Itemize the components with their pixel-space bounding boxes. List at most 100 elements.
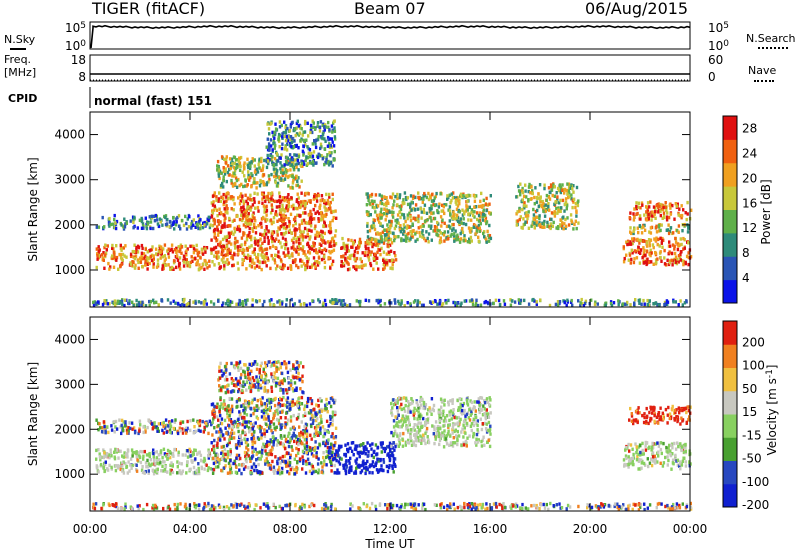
power-cell — [257, 239, 260, 243]
velocity-cell — [176, 506, 179, 510]
velocity-cell — [138, 419, 142, 423]
power-cell — [211, 203, 215, 207]
power-cell — [209, 223, 212, 227]
power-cell — [330, 237, 334, 241]
power-cell — [338, 298, 341, 303]
power-cell — [632, 237, 636, 241]
power-cell — [570, 298, 573, 303]
power-cell — [190, 255, 193, 259]
power-cell — [649, 238, 653, 242]
power-cell — [225, 155, 228, 159]
power-cell — [161, 264, 164, 268]
power-cell — [189, 244, 192, 248]
power-cell — [252, 216, 255, 220]
power-cell — [455, 216, 458, 220]
power-cell — [423, 210, 426, 215]
power-cell — [371, 205, 374, 209]
power-cell — [630, 248, 633, 252]
cpid-label: CPID — [8, 92, 38, 105]
velocity-cell — [203, 502, 206, 506]
power-cell — [364, 241, 367, 245]
power-cell — [530, 185, 533, 189]
power-cell — [302, 199, 305, 204]
power-cell — [346, 304, 349, 308]
power-cell — [313, 226, 317, 231]
velocity-cell — [639, 502, 643, 507]
power-cell — [297, 146, 300, 150]
velocity-cell — [230, 404, 234, 408]
velocity-cell — [325, 449, 328, 454]
power-cell — [374, 210, 377, 214]
power-cell — [421, 229, 424, 233]
velocity-cell — [319, 426, 322, 430]
velocity-cell — [147, 453, 151, 457]
power-cell — [406, 301, 409, 305]
power-cell — [150, 214, 154, 218]
power-cell — [307, 244, 311, 248]
power-cell — [647, 238, 651, 242]
power-cell — [111, 254, 114, 258]
power-cell — [332, 119, 336, 124]
power-cell — [663, 248, 666, 253]
power-cell — [471, 213, 475, 218]
power-cell — [596, 302, 599, 306]
velocity-cell — [409, 502, 412, 506]
velocity-cell — [176, 471, 179, 475]
power-cell — [303, 130, 307, 134]
power-cell — [223, 207, 226, 211]
power-cell — [229, 231, 232, 236]
velocity-cell — [277, 457, 280, 461]
velocity-cell — [217, 418, 220, 422]
power-cell — [249, 164, 252, 168]
power-cell — [427, 197, 431, 202]
power-cell — [433, 228, 437, 233]
power-cell — [203, 267, 206, 271]
power-cell — [558, 183, 562, 187]
power-cell — [539, 298, 542, 302]
velocity-cell — [217, 503, 221, 507]
power-cell — [270, 298, 273, 302]
power-cell — [488, 202, 491, 206]
power-cell — [190, 219, 194, 224]
power-cell — [218, 242, 221, 246]
power-cell — [556, 225, 560, 229]
power-cell — [408, 225, 411, 229]
power-cell — [356, 250, 359, 255]
velocity-cell — [212, 417, 215, 421]
power-cell — [261, 260, 264, 265]
power-cell — [475, 225, 478, 230]
velocity-cell — [253, 422, 256, 426]
power-cell — [452, 191, 455, 195]
power-cell — [271, 244, 275, 248]
power-cell — [327, 120, 330, 125]
power-cell — [286, 142, 289, 146]
power-cell — [235, 164, 239, 169]
power-cell — [459, 237, 463, 241]
power-cell — [246, 253, 250, 257]
velocity-cell — [95, 466, 99, 470]
power-cell — [242, 213, 245, 217]
velocity-cell — [301, 449, 305, 454]
power-cell — [289, 264, 292, 268]
power-cell — [295, 132, 299, 136]
power-cell — [648, 252, 651, 256]
power-cell — [559, 185, 562, 189]
power-cell — [680, 216, 683, 220]
power-cell — [416, 207, 420, 211]
velocity-cell — [242, 420, 245, 424]
velocity-cell — [267, 463, 270, 467]
power-cell — [672, 231, 675, 235]
power-cell — [629, 303, 632, 307]
power-cell — [420, 210, 423, 214]
power-cell — [204, 250, 207, 254]
power-cell — [366, 221, 369, 226]
power-cell — [513, 300, 517, 304]
power-cell — [291, 260, 295, 265]
velocity-cell — [169, 455, 172, 460]
power-cell — [220, 252, 223, 256]
velocity-cell — [335, 453, 338, 457]
power-cell — [224, 210, 227, 214]
power-cell — [183, 257, 187, 261]
power-cell — [243, 242, 247, 247]
power-cell — [113, 255, 116, 260]
